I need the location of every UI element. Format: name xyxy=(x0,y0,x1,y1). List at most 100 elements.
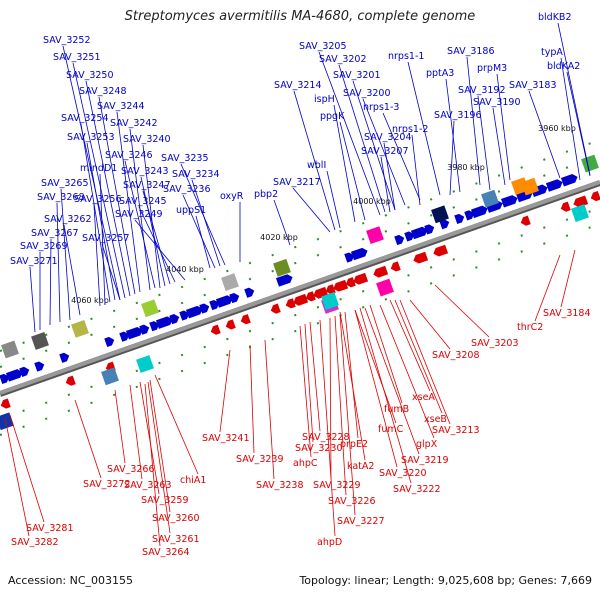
gene-label-forward[interactable]: nrps1-3 xyxy=(363,102,399,113)
feature-block[interactable] xyxy=(221,273,239,292)
gene-label-reverse[interactable]: SAV_3222 xyxy=(393,484,441,495)
gene-label-forward[interactable]: SAV_3236 xyxy=(163,184,211,195)
feature-block[interactable] xyxy=(101,367,119,386)
gene-label-forward[interactable]: SAV_3202 xyxy=(319,54,367,65)
gene-label-reverse[interactable]: SAV_3229 xyxy=(313,480,361,491)
feature-block[interactable] xyxy=(366,226,384,245)
gene-label-forward[interactable]: mindD1 xyxy=(80,163,117,174)
gene-label-forward[interactable]: SAV_3267 xyxy=(31,228,79,239)
feature-block[interactable] xyxy=(0,412,14,431)
gene-label-forward[interactable]: SAV_3244 xyxy=(97,101,145,112)
forward-gene[interactable] xyxy=(545,178,564,192)
gene-label-forward[interactable]: SAV_3254 xyxy=(61,113,109,124)
gene-label-reverse[interactable]: fumB xyxy=(384,404,409,415)
reverse-gene[interactable] xyxy=(324,284,336,295)
feature-block[interactable] xyxy=(1,340,19,359)
gene-label-forward[interactable]: SAV_3262 xyxy=(44,214,92,225)
forward-gene[interactable] xyxy=(560,173,579,187)
gene-label-reverse[interactable]: SAV_3226 xyxy=(328,496,376,507)
gene-label-forward[interactable]: typA xyxy=(541,47,563,58)
gene-label-forward[interactable]: SAV_3192 xyxy=(458,85,506,96)
gene-label-forward[interactable]: SAV_3217 xyxy=(273,177,321,188)
gene-label-forward[interactable]: SAV_3256 xyxy=(74,194,122,205)
gene-label-forward[interactable]: ispH xyxy=(314,94,335,105)
gene-label-forward[interactable]: oxyR xyxy=(220,191,244,202)
forward-gene[interactable] xyxy=(470,204,489,219)
feature-block[interactable] xyxy=(481,189,499,208)
gene-label-reverse[interactable]: SAV_3239 xyxy=(236,454,284,465)
reverse-gene[interactable] xyxy=(412,251,429,265)
gene-label-reverse[interactable]: SAV_3261 xyxy=(152,534,200,545)
gene-label-forward[interactable]: SAV_3245 xyxy=(119,196,167,207)
reverse-gene[interactable] xyxy=(589,191,600,202)
gene-label-reverse[interactable]: SAV_3266 xyxy=(107,464,155,475)
gene-label-reverse[interactable]: SAV_3259 xyxy=(141,495,189,506)
forward-gene[interactable] xyxy=(500,194,519,208)
forward-gene[interactable] xyxy=(215,294,234,308)
gene-label-forward[interactable]: SAV_3242 xyxy=(110,118,158,129)
reverse-gene[interactable] xyxy=(64,375,76,387)
forward-gene[interactable] xyxy=(179,309,190,321)
gene-label-reverse[interactable]: xseA xyxy=(412,392,435,403)
gene-label-reverse[interactable]: SAV_3260 xyxy=(152,513,200,524)
gene-label-reverse[interactable]: thrC2 xyxy=(517,322,543,333)
gene-label-forward[interactable]: uppS1 xyxy=(176,205,206,216)
reverse-gene[interactable] xyxy=(292,293,309,307)
forward-gene[interactable] xyxy=(155,315,174,329)
feature-block[interactable] xyxy=(571,204,589,222)
gene-label-forward[interactable]: bldKB2 xyxy=(538,12,572,23)
forward-gene[interactable] xyxy=(19,365,30,377)
forward-gene[interactable] xyxy=(119,330,130,342)
gene-label-forward[interactable]: SAV_3252 xyxy=(43,35,91,46)
gene-label-forward[interactable]: SAV_3246 xyxy=(105,150,153,161)
forward-gene[interactable] xyxy=(5,368,24,382)
feature-block[interactable] xyxy=(141,299,159,318)
gene-label-reverse[interactable]: SAV_3213 xyxy=(432,425,480,436)
gene-label-forward[interactable]: SAV_3214 xyxy=(274,80,322,91)
gene-label-forward[interactable]: SAV_3186 xyxy=(447,46,495,57)
gene-label-forward[interactable]: wblI xyxy=(307,160,326,171)
reverse-gene[interactable] xyxy=(559,201,571,213)
gene-label-reverse[interactable]: SAV_3219 xyxy=(401,455,449,466)
reverse-gene[interactable] xyxy=(284,298,296,309)
forward-gene[interactable] xyxy=(454,212,465,224)
forward-gene[interactable] xyxy=(149,320,160,332)
gene-label-forward[interactable]: SAV_3257 xyxy=(82,233,130,244)
forward-gene[interactable] xyxy=(125,326,144,340)
gene-label-forward[interactable]: pbp2 xyxy=(254,189,278,200)
forward-gene[interactable] xyxy=(344,251,355,263)
gene-label-reverse[interactable]: fumC xyxy=(378,424,404,435)
forward-gene[interactable] xyxy=(59,351,70,363)
forward-gene[interactable] xyxy=(244,286,255,298)
gene-label-forward[interactable]: SAV_3201 xyxy=(333,70,381,81)
forward-gene[interactable] xyxy=(350,247,369,261)
gene-label-forward[interactable]: SAV_3235 xyxy=(161,153,209,164)
reverse-gene[interactable] xyxy=(352,272,369,286)
forward-gene[interactable] xyxy=(185,305,204,319)
gene-label-reverse[interactable]: ahpC xyxy=(293,458,318,469)
gene-label-reverse[interactable]: SAV_3238 xyxy=(256,480,304,491)
feature-block[interactable] xyxy=(31,332,49,350)
forward-gene[interactable] xyxy=(139,323,150,335)
reverse-gene[interactable] xyxy=(269,303,281,315)
reverse-gene[interactable] xyxy=(519,215,531,227)
gene-label-reverse[interactable]: SAV_3230 xyxy=(295,443,343,454)
gene-label-forward[interactable]: SAV_3240 xyxy=(123,134,171,145)
gene-label-reverse[interactable]: xseB xyxy=(424,414,447,425)
reverse-gene[interactable] xyxy=(432,244,449,258)
forward-gene[interactable] xyxy=(199,302,210,314)
reverse-gene[interactable] xyxy=(239,314,251,325)
gene-label-forward[interactable]: SAV_3248 xyxy=(79,86,127,97)
gene-label-forward[interactable]: SAV_3271 xyxy=(10,256,58,267)
gene-label-forward[interactable]: SAV_3205 xyxy=(299,41,347,52)
feature-block[interactable] xyxy=(431,205,449,224)
gene-label-forward[interactable]: SAV_3196 xyxy=(434,110,482,121)
feature-block[interactable] xyxy=(273,258,291,277)
gene-label-reverse[interactable]: SAV_3282 xyxy=(11,537,59,548)
reverse-gene[interactable] xyxy=(389,261,401,272)
gene-label-reverse[interactable]: SAV_3228 xyxy=(302,432,350,443)
gene-label-reverse[interactable]: SAV_3281 xyxy=(26,523,74,534)
reverse-gene[interactable] xyxy=(224,319,236,330)
feature-block[interactable] xyxy=(136,355,154,373)
